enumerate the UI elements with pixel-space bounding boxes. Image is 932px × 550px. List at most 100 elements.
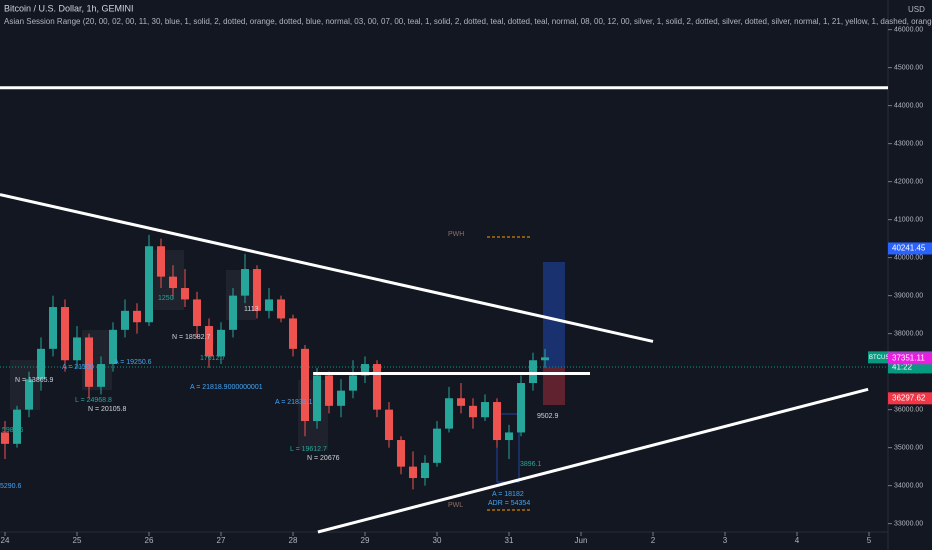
candle-body: [181, 288, 190, 300]
candle-body: [133, 310, 142, 323]
candle-body: [265, 299, 274, 311]
price-tag-label: 40241.45: [892, 244, 926, 253]
price-tag: [888, 352, 932, 365]
annotation: 9502.9: [537, 413, 559, 420]
candle-body: [241, 269, 250, 296]
x-tick-label: 30: [433, 536, 442, 545]
annotation: L = 19612.7: [290, 446, 327, 453]
x-tick-label: 31: [505, 536, 514, 545]
stop-zone: [543, 368, 565, 405]
candle-body: [25, 379, 34, 410]
candle-body: [37, 348, 46, 380]
price-tag: [888, 242, 932, 255]
candle-body: [433, 428, 442, 463]
x-tick-label: 28: [289, 536, 298, 545]
candle-body: [1, 432, 10, 444]
candle-body: [97, 364, 106, 387]
target-zone: [543, 262, 565, 368]
annotation: A = 21500: [62, 364, 94, 371]
candle-body: [409, 466, 418, 479]
candle-body: [145, 246, 154, 323]
candle-body: [541, 357, 550, 361]
ticker-tag: [868, 351, 888, 364]
y-tick-label: 43000.00: [894, 140, 923, 147]
candle-body: [457, 398, 466, 406]
candle-body: [481, 402, 490, 418]
candle-body: [505, 432, 514, 441]
x-tick-label: 27: [217, 536, 226, 545]
x-tick-label: Jun: [575, 536, 588, 545]
trendline: [317, 387, 869, 534]
y-tick-label: 41000.00: [894, 216, 923, 223]
price-tag-label: 37351.11: [892, 353, 925, 362]
annotation: A = 19250.6: [114, 359, 152, 366]
candle-body: [469, 405, 478, 418]
candle-body: [313, 375, 322, 422]
y-tick-label: 33000.00: [894, 520, 923, 527]
annotation: N = 18582.7: [172, 334, 210, 341]
annotation: 1113: [244, 306, 259, 313]
candle-body: [445, 398, 454, 429]
candle-body: [61, 307, 70, 361]
annotation: ADR = 54354: [488, 500, 530, 507]
annotation: 1250: [158, 295, 174, 302]
candle-body: [253, 269, 262, 311]
annotation: A = 21831.1: [275, 399, 313, 406]
x-tick-label: 3: [723, 536, 728, 545]
y-tick-label: 36000.00: [894, 406, 923, 413]
countdown: 41:22: [892, 362, 913, 371]
candle-body: [517, 383, 526, 433]
y-tick-label: 38000.00: [894, 330, 923, 337]
candle-body: [193, 299, 202, 327]
annotation: PWL: [448, 502, 463, 509]
candle-body: [229, 295, 238, 330]
annotation: 5984.5: [2, 427, 24, 434]
y-tick-label: 34000.00: [894, 482, 923, 489]
x-tick-label: 26: [145, 536, 154, 545]
candle-body: [361, 364, 370, 376]
candle-body: [205, 326, 214, 357]
y-tick-label: 39000.00: [894, 292, 923, 299]
candle-body: [385, 409, 394, 441]
x-tick-label: 4: [795, 536, 800, 545]
annotation: A = 18182: [492, 491, 524, 498]
x-tick-label: 2: [651, 536, 656, 545]
annotation: 3896.1: [520, 461, 542, 468]
candle-body: [277, 299, 286, 319]
annotation: 5290.6: [0, 483, 22, 490]
x-tick-label: 29: [361, 536, 370, 545]
y-tick-label: 46000.00: [894, 26, 923, 33]
y-tick-label: 40000.00: [894, 254, 923, 261]
candle-body: [325, 375, 334, 406]
candle-body: [85, 337, 94, 387]
price-tag: [888, 392, 932, 405]
annotation: PWH: [448, 231, 464, 238]
candle-body: [397, 440, 406, 467]
x-tick-label: 5: [867, 536, 872, 545]
x-tick-label: 24: [1, 536, 10, 545]
y-tick-label: 42000.00: [894, 178, 923, 185]
ticker-label: BTCUSD: [869, 355, 894, 361]
x-tick-label: 25: [73, 536, 82, 545]
candle-body: [373, 364, 382, 410]
candle-body: [109, 329, 118, 365]
annotation: L = 24968.8: [75, 397, 112, 404]
y-tick-label: 45000.00: [894, 64, 923, 71]
candle-body: [301, 348, 310, 422]
candle-body: [121, 310, 130, 330]
annotation: 17612.7: [200, 355, 225, 362]
candle-body: [349, 375, 358, 391]
candle-body: [529, 360, 538, 384]
candle-body: [49, 307, 58, 349]
indicator-title: Asian Session Range (20, 00, 02, 00, 11,…: [4, 17, 932, 26]
annotation: A = 21818.9000000001: [190, 384, 263, 391]
currency: USD: [908, 5, 925, 14]
y-tick-label: 44000.00: [894, 102, 923, 109]
candle-body: [421, 462, 430, 479]
candle-body: [493, 402, 502, 441]
candle-body: [73, 337, 82, 361]
annotation: N = 13865.9: [15, 377, 53, 384]
y-tick-label: 35000.00: [894, 444, 923, 451]
